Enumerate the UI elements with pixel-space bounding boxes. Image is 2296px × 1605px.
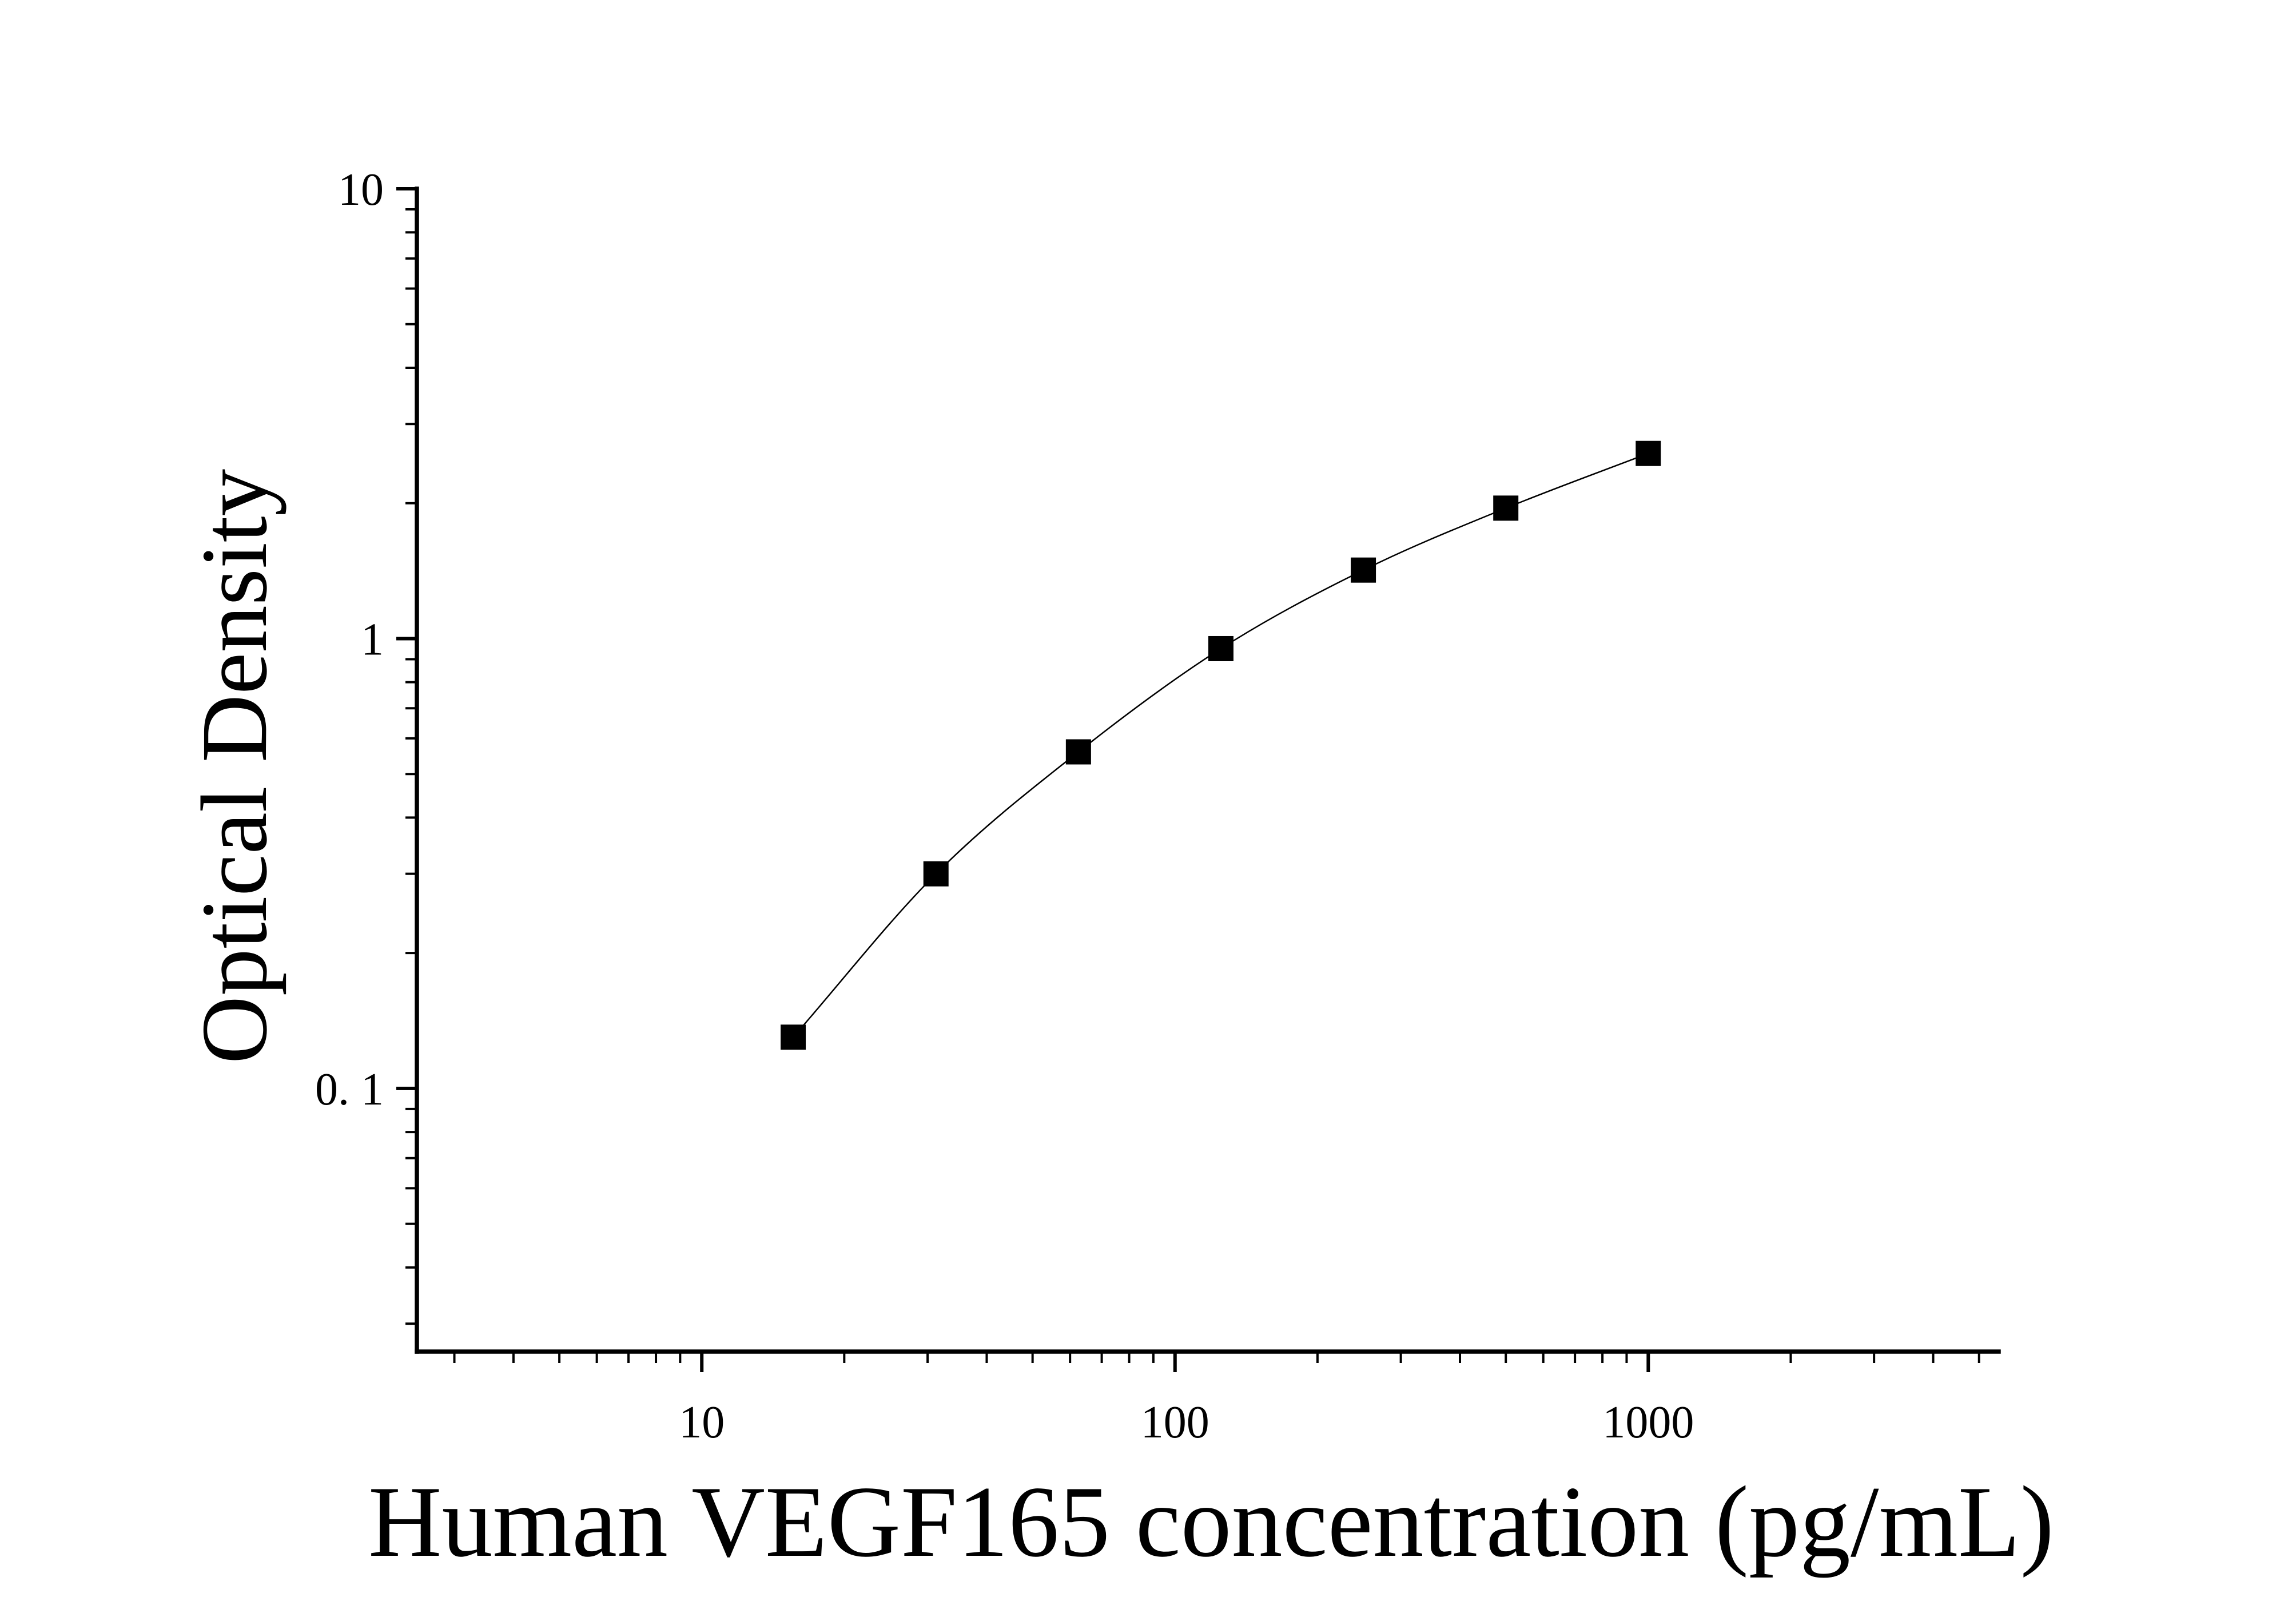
- tick-labels: 10 100 1000 0. 1 1 10: [315, 165, 1694, 1448]
- data-point: [1636, 440, 1661, 466]
- data-point: [923, 861, 949, 887]
- data-point: [1493, 495, 1519, 521]
- ticks: [396, 187, 1980, 1372]
- data-point: [1065, 739, 1091, 765]
- data-point: [1208, 635, 1233, 661]
- fit-curve: [793, 452, 1649, 1038]
- y-tick-label: 1: [361, 614, 384, 665]
- axes: [415, 186, 2001, 1354]
- y-tick-label: 0. 1: [315, 1064, 384, 1115]
- data-point: [1351, 557, 1376, 583]
- x-tick-label: 10: [679, 1397, 725, 1448]
- x-axis-title: Human VEGF165 concentration (pg/mL): [368, 1465, 2054, 1578]
- x-tick-label: 100: [1141, 1397, 1209, 1448]
- y-axis-title: Optical Density: [182, 469, 286, 1064]
- x-tick-label: 1000: [1602, 1397, 1694, 1448]
- data-point: [781, 1024, 806, 1050]
- data-markers: [781, 440, 1661, 1050]
- y-tick-label: 10: [338, 165, 384, 215]
